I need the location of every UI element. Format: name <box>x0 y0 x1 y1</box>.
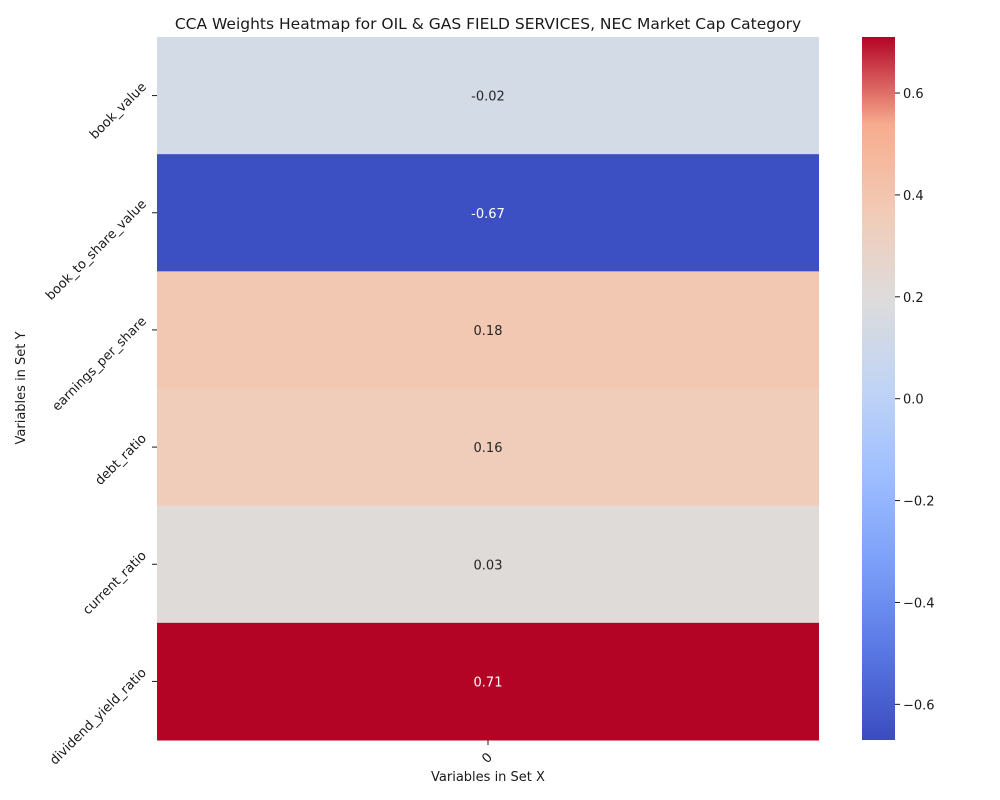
cell-value-label: -0.02 <box>471 90 505 105</box>
heatmap-cell <box>157 388 819 507</box>
y-tick-label: debt_ratio <box>92 431 149 488</box>
colorbar-ticks: −0.6 −0.4 −0.2 0.0 0.2 0.4 0.6 <box>895 87 935 713</box>
y-tick-label: earnings_per_share <box>50 314 150 414</box>
cell-value-label: 0.71 <box>474 675 503 690</box>
cell-value-label: 0.18 <box>474 324 503 339</box>
heatmap-cell <box>157 622 819 741</box>
heatmap-cell <box>157 271 819 389</box>
y-axis-label: Variables in Set Y <box>14 331 29 444</box>
cell-value-label: 0.16 <box>474 441 503 456</box>
colorbar <box>862 37 895 740</box>
heatmap-cell <box>157 505 819 624</box>
heatmap-cell <box>157 154 819 272</box>
heatmap-cell <box>157 37 819 155</box>
y-tick-label: current_ratio <box>80 548 150 618</box>
y-axis-ticks: book_value book_to_share_valueearnings_pe… <box>43 80 157 768</box>
x-tick-label: 0 <box>479 750 495 766</box>
cell-value-label: -0.67 <box>471 207 505 222</box>
y-tick-label: book_to_share_value <box>43 197 150 304</box>
colorbar-tick-label: 0.4 <box>903 189 924 204</box>
colorbar-tick-label: 0.0 <box>903 393 924 408</box>
colorbar-tick-label: −0.2 <box>903 495 935 510</box>
y-tick-label: dividend_yield_ratio <box>47 666 150 769</box>
chart-title: CCA Weights Heatmap for OIL & GAS FIELD … <box>175 15 801 33</box>
colorbar-tick-label: −0.4 <box>903 596 935 611</box>
colorbar-tick-label: 0.2 <box>903 291 924 306</box>
colorbar-tick-label: 0.6 <box>903 87 924 102</box>
x-axis-ticks: 0 <box>479 740 496 767</box>
y-tick-label: book_value <box>87 80 150 143</box>
colorbar-tick-label: −0.6 <box>903 698 935 713</box>
heatmap-value-labels: -0.02 -0.67 0.18 0.16 0.03 0.71 <box>471 90 505 691</box>
heatmap-cells <box>157 37 819 741</box>
x-axis-label: Variables in Set X <box>431 770 545 785</box>
cell-value-label: 0.03 <box>474 558 503 573</box>
